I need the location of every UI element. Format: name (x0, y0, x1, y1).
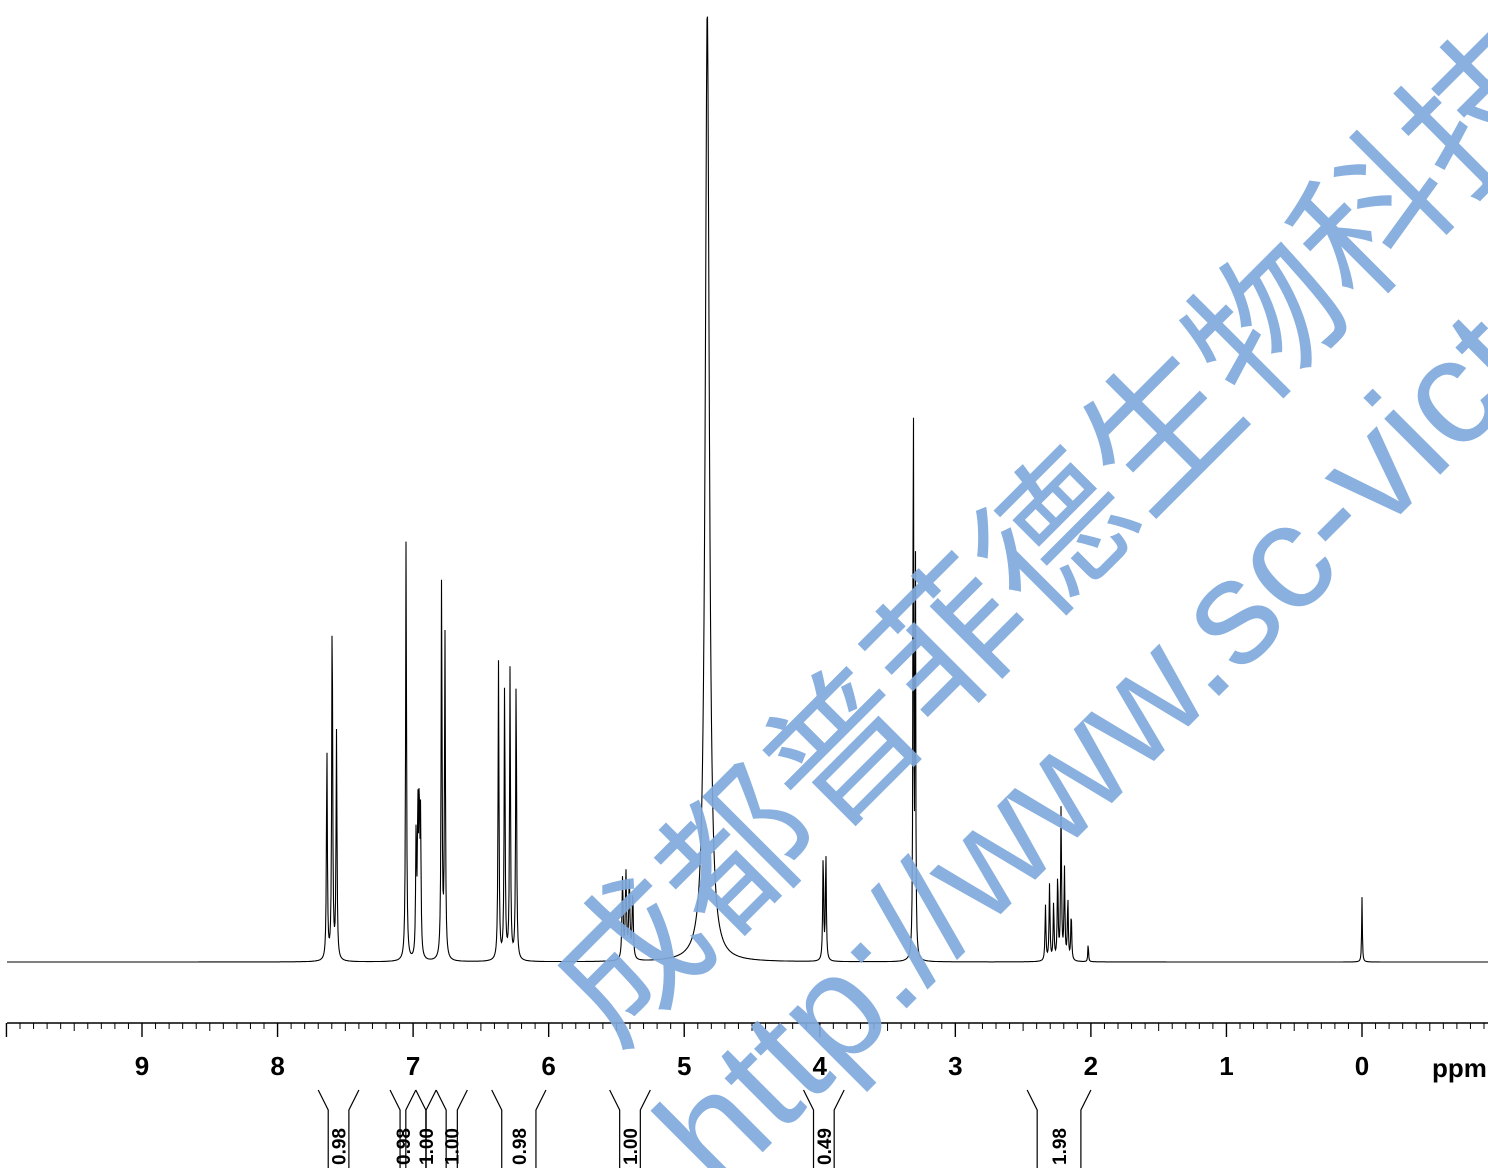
integral-value-label: 1.00 (417, 1128, 438, 1165)
integral-value-label: 0.98 (394, 1128, 415, 1165)
integral-bracket (609, 1089, 651, 1168)
integral-bracket (317, 1089, 360, 1168)
x-tick-label: 7 (406, 1051, 420, 1081)
watermark-url-text: http://www.sc-victo (624, 221, 1488, 1168)
x-tick-label: 5 (677, 1051, 691, 1081)
integral-bracket (415, 1089, 437, 1168)
spectrum-trace (7, 16, 1488, 963)
integral-value-label: 1.98 (1050, 1128, 1071, 1165)
integral-bracket (491, 1089, 547, 1168)
integral-bracket (435, 1089, 468, 1168)
x-tick-label: 8 (270, 1051, 284, 1081)
integral-bracket (1026, 1089, 1092, 1168)
x-axis-label: ppm (1432, 1053, 1487, 1083)
integral-bracket (389, 1089, 417, 1168)
x-tick-label: 4 (813, 1051, 828, 1081)
x-tick-label: 2 (1084, 1051, 1098, 1081)
watermark: 成都普菲德生物科技有限 http://www.sc-victo (517, 0, 1488, 1168)
integral-value-label: 1.00 (443, 1128, 464, 1165)
integral-brackets: 0.98 0.98 1.00 1.00 0.98 1.00 0.49 1.98 (317, 1089, 1092, 1168)
x-tick-label: 6 (541, 1051, 555, 1081)
x-tick-label: 9 (135, 1051, 149, 1081)
x-tick-label: 0 (1355, 1051, 1369, 1081)
integral-value-label: 0.98 (330, 1128, 351, 1165)
x-tick-label: 1 (1219, 1051, 1233, 1081)
integral-bracket (802, 1089, 845, 1168)
x-axis-ticks (5, 1023, 1485, 1037)
integral-value-label: 0.49 (815, 1128, 836, 1165)
integral-value-label: 0.98 (510, 1128, 531, 1165)
x-tick-label: 3 (948, 1051, 962, 1081)
x-axis-tick-labels: 9 8 7 6 5 4 3 2 1 0 (135, 1051, 1369, 1081)
integral-value-label: 1.00 (621, 1128, 642, 1165)
